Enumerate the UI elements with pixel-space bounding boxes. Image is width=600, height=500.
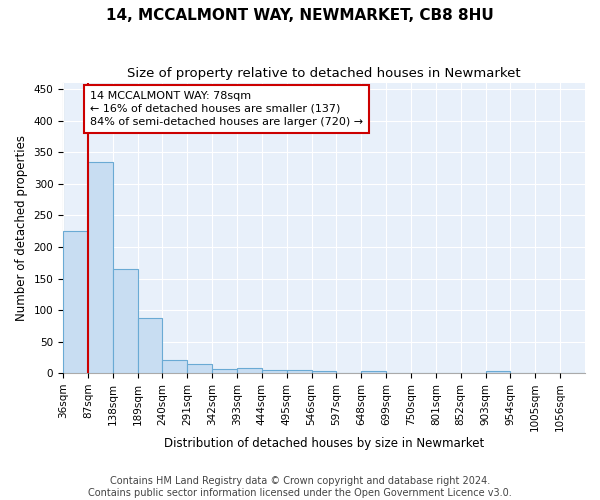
Bar (361, 370, 386, 373)
Bar (237, 368, 262, 373)
Bar (287, 370, 311, 373)
Bar (137, 318, 163, 373)
Bar (163, 360, 187, 373)
Bar (113, 269, 137, 373)
Bar (262, 370, 287, 373)
Bar (212, 368, 237, 373)
Bar (187, 364, 212, 373)
Bar (311, 371, 337, 373)
Title: Size of property relative to detached houses in Newmarket: Size of property relative to detached ho… (127, 68, 521, 80)
Bar (485, 370, 511, 373)
Text: Contains HM Land Registry data © Crown copyright and database right 2024.
Contai: Contains HM Land Registry data © Crown c… (88, 476, 512, 498)
Bar (88, 162, 113, 373)
Text: 14, MCCALMONT WAY, NEWMARKET, CB8 8HU: 14, MCCALMONT WAY, NEWMARKET, CB8 8HU (106, 8, 494, 22)
Bar (63, 231, 88, 373)
Text: 14 MCCALMONT WAY: 78sqm
← 16% of detached houses are smaller (137)
84% of semi-d: 14 MCCALMONT WAY: 78sqm ← 16% of detache… (90, 90, 363, 127)
X-axis label: Distribution of detached houses by size in Newmarket: Distribution of detached houses by size … (164, 437, 484, 450)
Y-axis label: Number of detached properties: Number of detached properties (15, 135, 28, 321)
